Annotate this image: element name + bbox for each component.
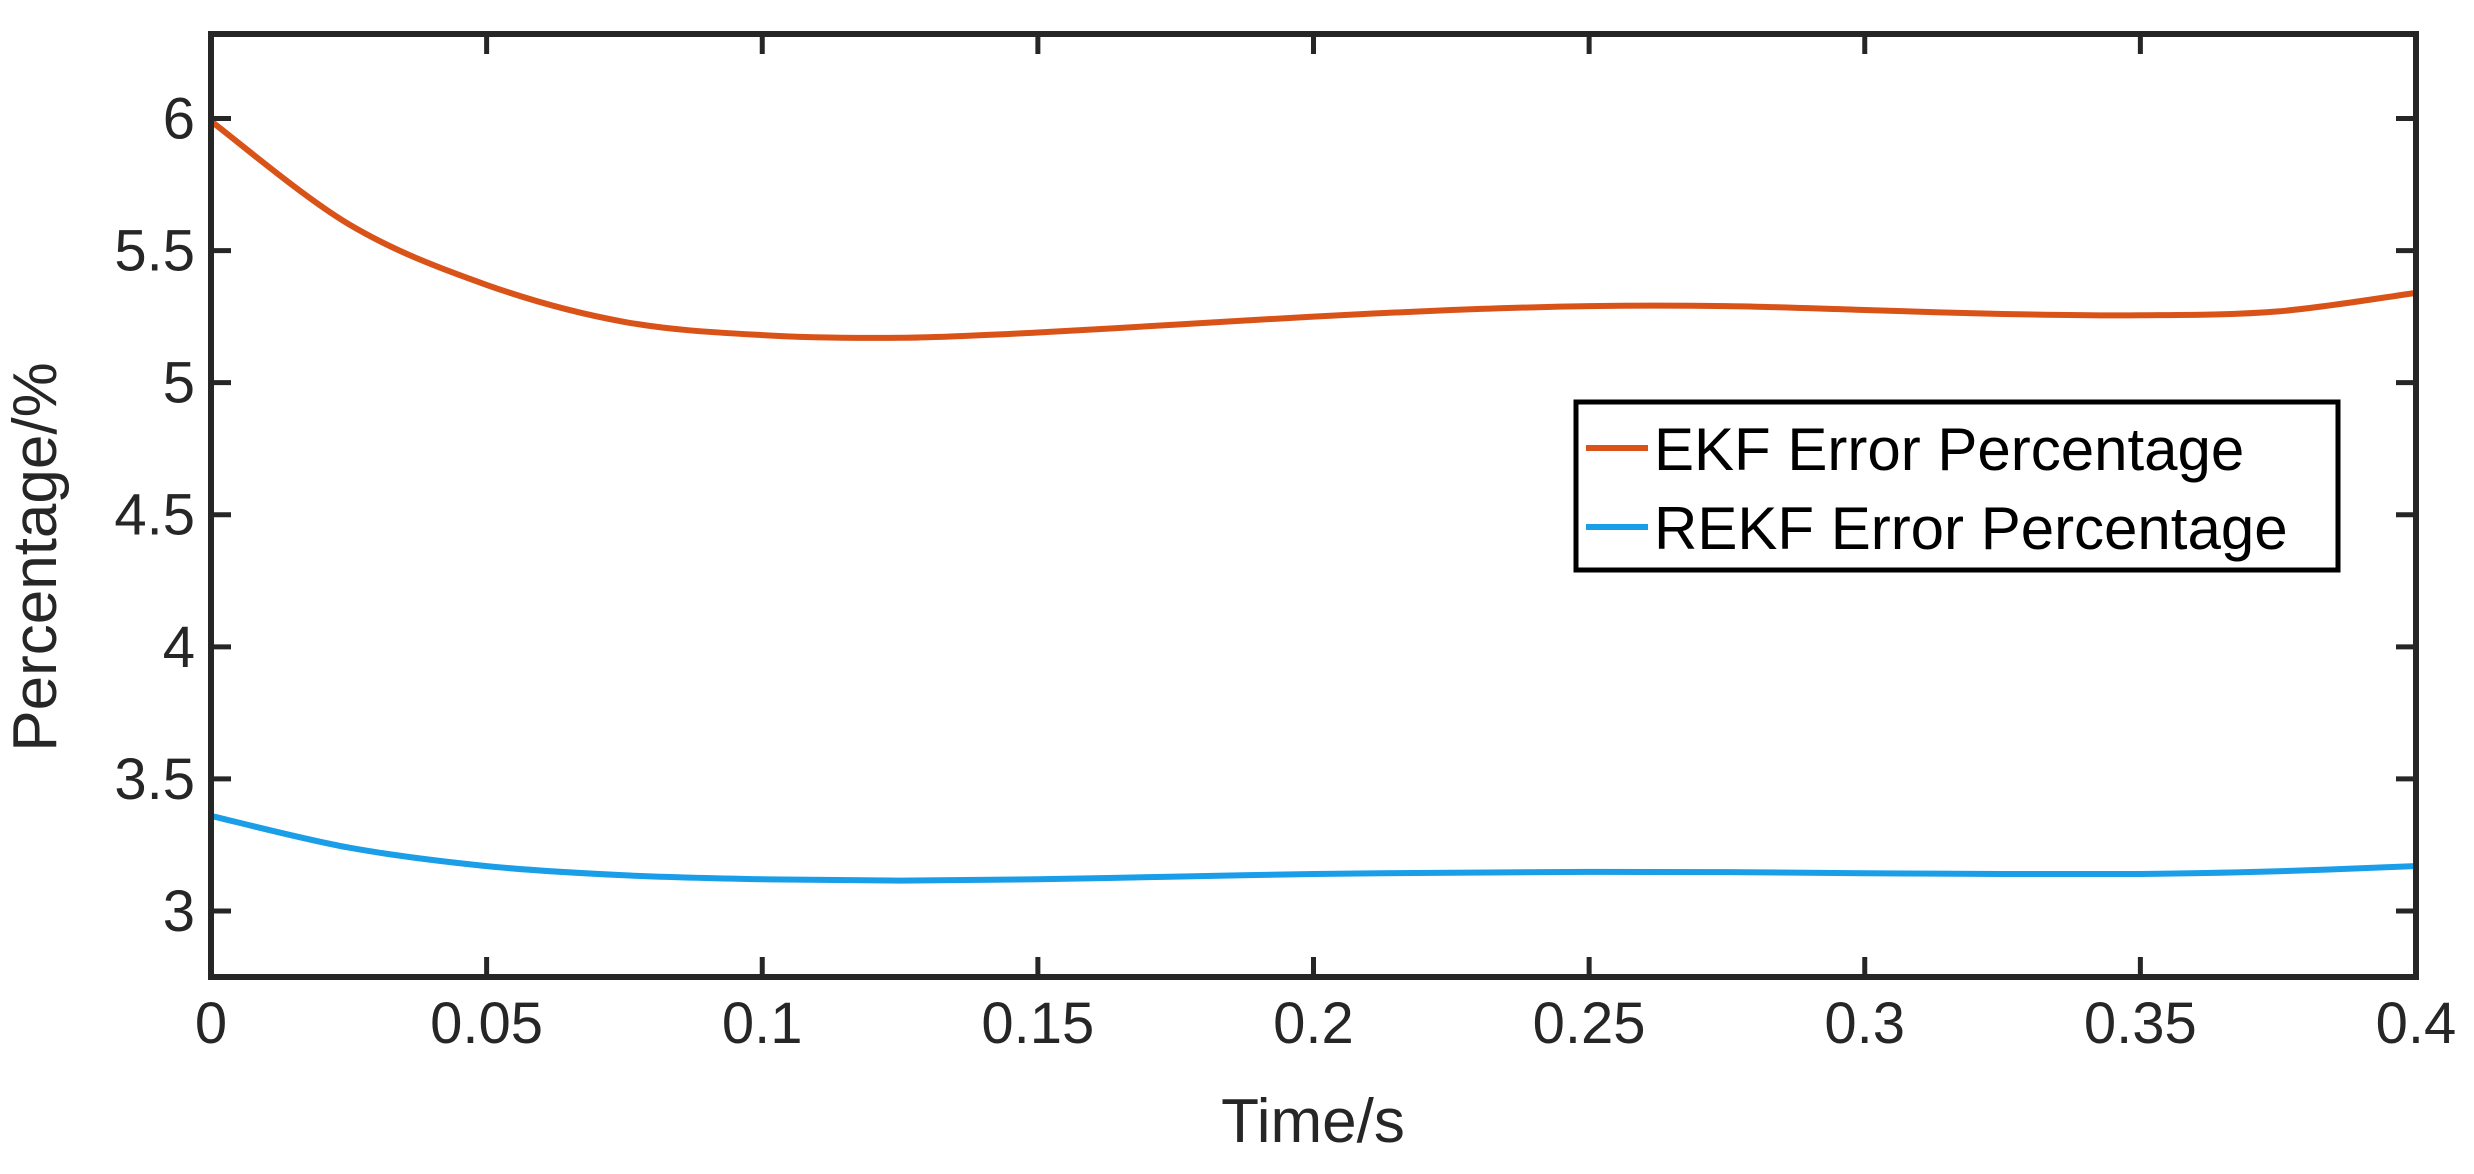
ticks-layer [208, 34, 2419, 977]
x-tick-label: 0.2 [1273, 991, 1354, 1056]
y-tick-label: 5 [163, 351, 195, 416]
x-tick-label: 0.35 [2084, 991, 2197, 1056]
y-tick-label: 5.5 [114, 219, 195, 284]
legend-box [1573, 399, 2341, 573]
x-tick-label: 0.3 [1824, 991, 1905, 1056]
x-tick-label: 0.15 [981, 991, 1094, 1056]
y-tick-label: 3.5 [114, 747, 195, 812]
y-tick-label: 6 [163, 87, 195, 152]
x-tick-label: 0.05 [430, 991, 543, 1056]
y-tick-label: 4.5 [114, 483, 195, 548]
y-tick-label: 4 [163, 615, 195, 680]
legend: EKF Error Percentage REKF Error Percenta… [1573, 399, 2341, 573]
legend-label-rekf: REKF Error Percentage [1654, 495, 2288, 562]
y-tick-label: 3 [163, 879, 195, 944]
x-tick-label: 0 [195, 991, 227, 1056]
x-tick-label: 0.4 [2376, 991, 2457, 1056]
series-line-ekf [209, 118, 2417, 341]
plot-frame [208, 31, 2419, 980]
series-layer [209, 118, 2417, 884]
y-tick-labels: 3 3.5 4 4.5 5 5.5 6 [114, 87, 195, 944]
x-axis-title: Time/s [1221, 1087, 1405, 1156]
y-axis-title: Percentage/% [1, 362, 70, 751]
x-tick-label: 0.25 [1533, 991, 1646, 1056]
x-tick-labels: 0 0.05 0.1 0.15 0.2 0.25 0.3 0.35 0.4 [195, 991, 2456, 1056]
x-tick-label: 0.1 [722, 991, 803, 1056]
legend-label-ekf: EKF Error Percentage [1654, 416, 2244, 483]
series-line-rekf [210, 812, 2417, 884]
